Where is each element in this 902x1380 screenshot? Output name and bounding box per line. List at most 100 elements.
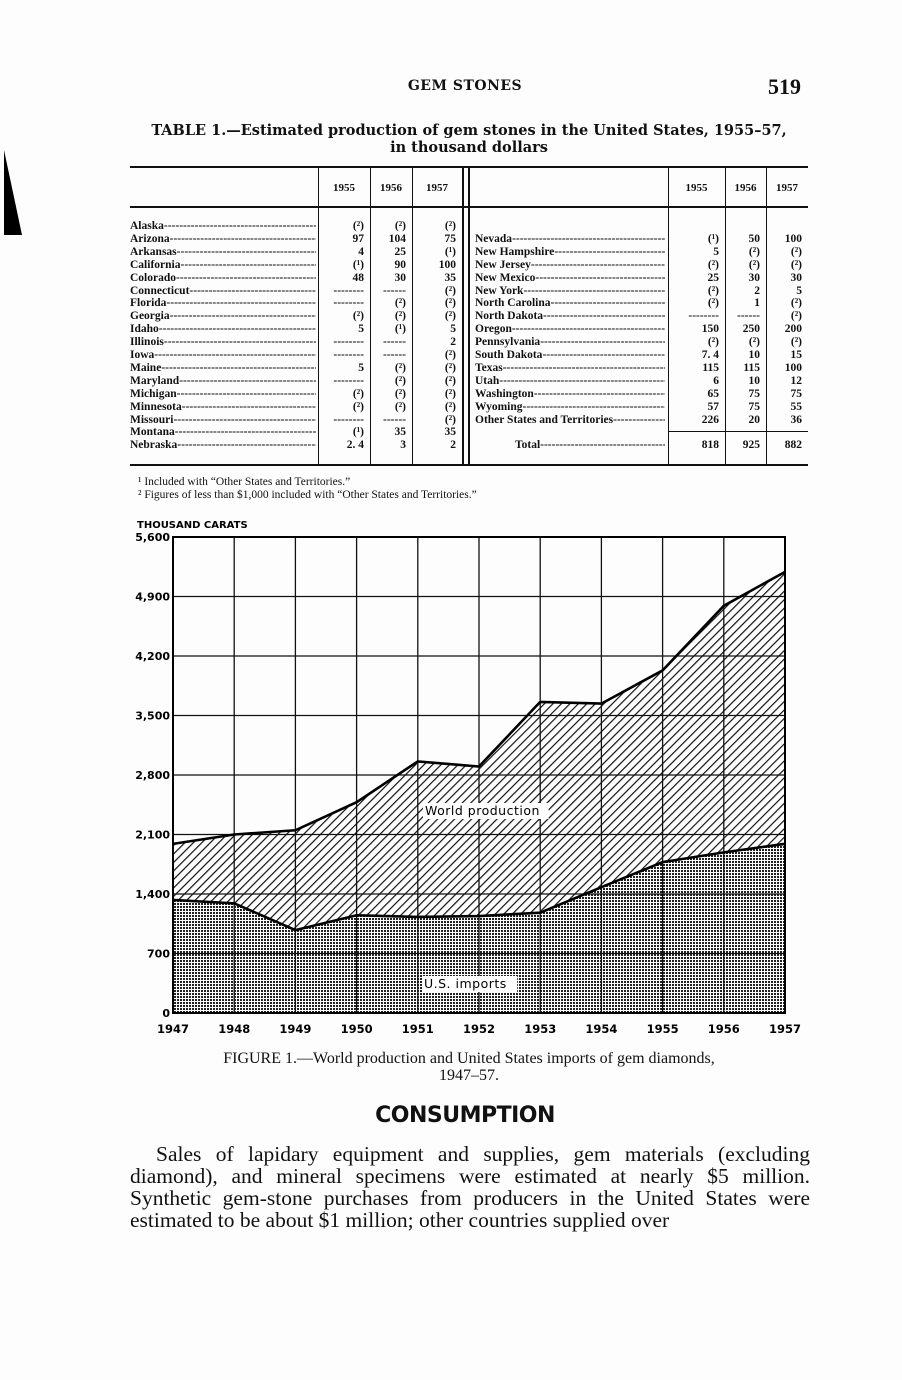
table-cell: -------- bbox=[333, 336, 364, 349]
table-cell: (²) bbox=[352, 387, 364, 400]
y-tick-label: 2,800 bbox=[135, 769, 170, 782]
table-cell: 2 bbox=[754, 284, 760, 297]
table-cell: 55 bbox=[790, 400, 803, 413]
leader-dots: ----------------------------------------… bbox=[542, 349, 665, 361]
table-cell: 2 bbox=[450, 336, 456, 349]
row-label: Florida---------------------------------… bbox=[130, 297, 316, 310]
leader-dots: ----------------------------------------… bbox=[161, 361, 316, 374]
leader-dots: ----------------------------------------… bbox=[540, 336, 665, 349]
table-cell: 75 bbox=[444, 232, 457, 245]
table-cell: (²) bbox=[394, 310, 406, 323]
row-label: Michigan--------------------------------… bbox=[130, 388, 316, 401]
leader-dots: ----------------------------------------… bbox=[499, 374, 665, 387]
leader-dots: ----------------------------------------… bbox=[189, 284, 316, 297]
leader-dots: ----------------------------------------… bbox=[176, 245, 316, 258]
table-cell: 104 bbox=[388, 232, 406, 245]
table-cell: 36 bbox=[790, 413, 803, 426]
figure-caption: FIGURE 1.—World production and United St… bbox=[130, 1050, 808, 1084]
table-cell: (²) bbox=[748, 336, 760, 349]
table-cell: 30 bbox=[394, 271, 407, 284]
row-label: North Carolina--------------------------… bbox=[475, 297, 665, 310]
y-tick-label: 1,400 bbox=[135, 888, 170, 901]
table-cell: -------- bbox=[333, 349, 364, 361]
table-cell: (²) bbox=[394, 297, 406, 310]
table-cell: 35 bbox=[444, 426, 457, 439]
table-cell: 65 bbox=[707, 387, 720, 400]
leader-dots: ----------------------------------------… bbox=[181, 400, 316, 413]
row-label: New Mexico------------------------------… bbox=[475, 272, 665, 285]
caption-line1: FIGURE 1.—World production and United St… bbox=[223, 1050, 715, 1067]
running-head: GEM STONES bbox=[407, 78, 523, 94]
table-cell: (²) bbox=[444, 220, 456, 232]
leader-dots: ----------------------------------------… bbox=[163, 336, 316, 349]
leader-dots: ----------------------------------------… bbox=[176, 387, 316, 400]
table-cell: -------- bbox=[333, 413, 364, 426]
table-cell: (²) bbox=[352, 220, 364, 232]
table-cell: 200 bbox=[784, 323, 802, 336]
y-tick-label: 4,200 bbox=[135, 650, 170, 663]
table-cell: (²) bbox=[790, 245, 802, 258]
table-cell: 150 bbox=[701, 323, 719, 336]
total-cell: 882 bbox=[784, 439, 802, 452]
table-cell: (²) bbox=[790, 297, 802, 310]
series-label-world-production-bg bbox=[423, 803, 549, 819]
table-bottom-rule bbox=[130, 464, 808, 466]
table-cell: 15 bbox=[790, 349, 803, 361]
column-header-1955: 1955 bbox=[333, 182, 355, 194]
leader-dots: ----------------------------------------… bbox=[613, 413, 665, 426]
table-cell: (²) bbox=[394, 400, 406, 413]
y-axis-label: THOUSAND CARATS bbox=[137, 520, 248, 531]
column-divider bbox=[370, 168, 371, 464]
table-cell: 50 bbox=[748, 232, 761, 245]
row-label: Montana---------------------------------… bbox=[130, 426, 316, 439]
column-header-1956: 1956 bbox=[734, 182, 757, 194]
row-label: Texas-----------------------------------… bbox=[475, 362, 665, 375]
x-tick-label: 1955 bbox=[647, 1022, 679, 1036]
series-label-world-production: World production bbox=[425, 803, 540, 818]
table-cell: (²) bbox=[444, 297, 456, 310]
table-cell: 7. 4 bbox=[701, 349, 719, 361]
column-divider bbox=[468, 168, 470, 464]
column-divider bbox=[318, 168, 319, 464]
total-cell: 925 bbox=[742, 439, 760, 452]
production-table: 1955 1956 1957 1955 1956 1957 Alaska----------… bbox=[130, 166, 808, 466]
table-cell: 48 bbox=[352, 271, 365, 284]
table-cell: 75 bbox=[748, 400, 761, 413]
table-cell: 2. 4 bbox=[346, 439, 364, 452]
table-cell: 5 bbox=[713, 245, 719, 258]
plot-frame bbox=[172, 536, 786, 1014]
column-header-1956: 1956 bbox=[380, 182, 402, 194]
table-cell: 90 bbox=[394, 258, 407, 271]
y-tick-label: 5,600 bbox=[135, 531, 170, 544]
leader-dots: ----------------------------------------… bbox=[180, 258, 316, 271]
y-tick-label: 4,900 bbox=[135, 591, 170, 604]
leader-dots: ----------------------------------------… bbox=[550, 297, 666, 310]
diamond-chart: 0 700 1,400 2,100 2,800 3,500 4,200 4,900 5,600 1… bbox=[135, 520, 801, 1036]
row-label: Minnesota-------------------------------… bbox=[130, 401, 316, 414]
y-tick-label: 700 bbox=[147, 948, 170, 961]
total-label: Total-----------------------------------… bbox=[515, 439, 665, 452]
x-tick-label: 1948 bbox=[218, 1022, 250, 1036]
leader-dots: ----------------------------------------… bbox=[530, 258, 665, 271]
row-label: North Dakota----------------------------… bbox=[475, 310, 665, 323]
table-cell: (¹) bbox=[352, 426, 364, 439]
x-tick-label: 1954 bbox=[585, 1022, 617, 1036]
leader-dots: ----------------------------------------… bbox=[523, 284, 665, 297]
section-heading: CONSUMPTION bbox=[375, 1103, 555, 1128]
caption-line2: 1947–57. bbox=[439, 1067, 499, 1084]
series-line-world-production bbox=[172, 570, 786, 846]
row-label: Illinois--------------------------------… bbox=[130, 336, 316, 349]
table-cell: 10 bbox=[748, 349, 761, 361]
table-cell: (²) bbox=[444, 374, 456, 387]
table-cell: 3 bbox=[400, 439, 406, 452]
leader-dots: ----------------------------------------… bbox=[533, 387, 665, 400]
table-cell: 5 bbox=[358, 361, 364, 374]
row-label: California------------------------------… bbox=[130, 259, 316, 272]
table-cell: -------- bbox=[333, 297, 364, 310]
table-cell: (¹) bbox=[352, 258, 364, 271]
table-cell: -------- bbox=[688, 310, 719, 323]
column-divider bbox=[412, 168, 413, 464]
footnote-2: ² Figures of less than $1,000 included w… bbox=[138, 489, 477, 501]
margin-mark bbox=[4, 150, 22, 235]
